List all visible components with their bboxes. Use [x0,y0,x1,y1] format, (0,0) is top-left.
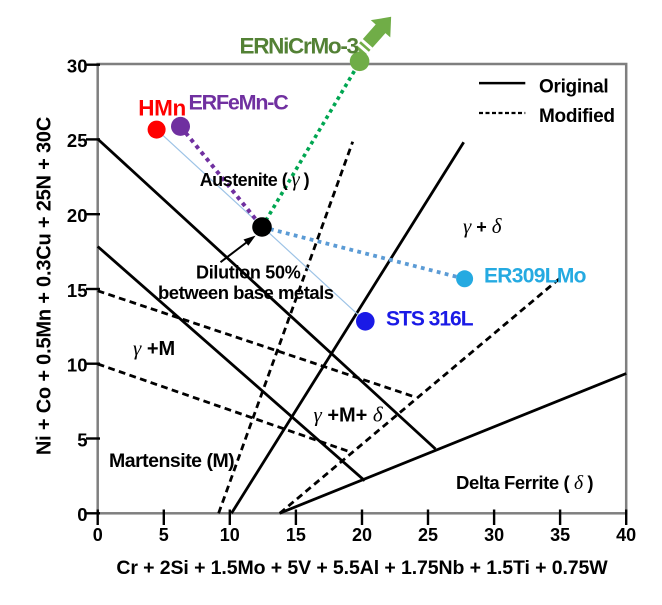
svg-text:Dilution 50%: Dilution 50% [196,263,301,283]
svg-text:20: 20 [352,525,372,545]
svg-text:20: 20 [67,205,88,226]
svg-text:Martensite (M): Martensite (M) [109,450,234,472]
svg-text:Delta Ferrite ( δ ): Delta Ferrite ( δ ) [456,472,593,494]
svg-text:Cr + 2Si + 1.5Mo + 5V + 5.5Al: Cr + 2Si + 1.5Mo + 5V + 5.5Al + 1.75Nb +… [116,557,608,579]
svg-text:STS 316L: STS 316L [386,308,474,331]
svg-text:0: 0 [93,525,103,545]
svg-text:HMn: HMn [138,96,186,121]
svg-text:15: 15 [286,525,306,545]
svg-text:γ +M: γ +M [133,336,175,360]
svg-text:15: 15 [67,280,88,301]
svg-text:Original: Original [539,77,608,98]
svg-text:10: 10 [67,355,88,376]
svg-text:25: 25 [418,525,438,545]
svg-text:Austenite ( γ ): Austenite ( γ ) [200,169,310,191]
svg-text:ERNiCrMo-3: ERNiCrMo-3 [240,34,359,59]
svg-text:ER309LMo: ER309LMo [484,265,586,288]
svg-text:25: 25 [67,130,88,151]
svg-text:30: 30 [67,55,88,76]
svg-text:Ni + Co + 0.5Mn + 0.3Cu + 25N: Ni + Co + 0.5Mn + 0.3Cu + 25N + 30C [34,117,56,455]
svg-text:γ +M+ δ: γ +M+ δ [314,403,384,427]
svg-text:between base metals: between base metals [158,282,334,303]
svg-text:5: 5 [159,525,169,545]
svg-text:γ + δ: γ + δ [463,214,503,238]
svg-text:10: 10 [220,525,240,545]
svg-text:5: 5 [77,429,87,450]
svg-text:Modified: Modified [539,106,615,127]
svg-text:40: 40 [616,525,636,545]
svg-text:ERFeMn-C: ERFeMn-C [189,91,289,115]
svg-text:30: 30 [484,525,504,545]
svg-text:35: 35 [550,525,570,545]
svg-text:0: 0 [77,504,87,525]
